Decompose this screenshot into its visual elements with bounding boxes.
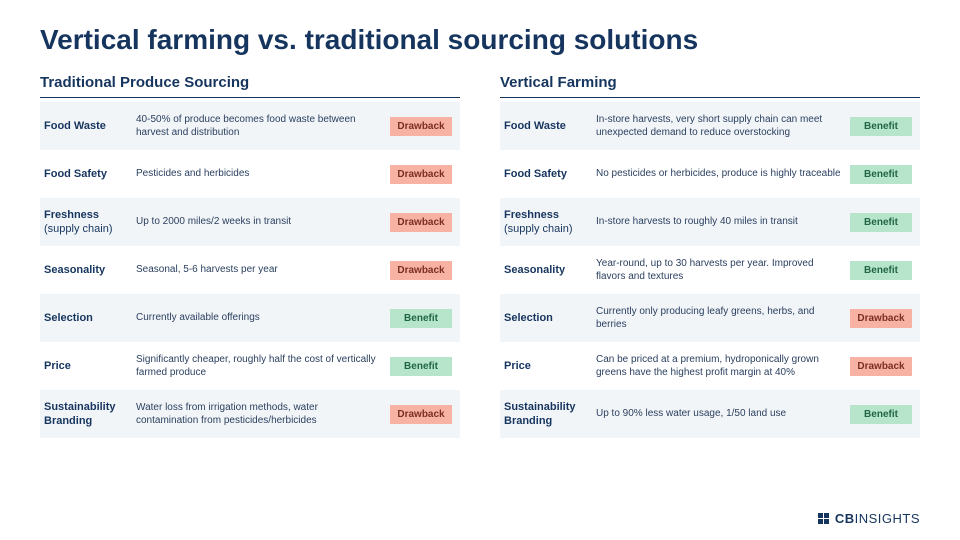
left-rows: Food Waste 40-50% of produce becomes food…	[40, 102, 460, 438]
row-label-text: Seasonality	[504, 264, 565, 276]
table-row: Food Safety No pesticides or herbicides, …	[500, 150, 920, 198]
table-row: Food Waste 40-50% of produce becomes food…	[40, 102, 460, 150]
row-label-text: Selection	[44, 312, 93, 324]
row-description: Water loss from irrigation methods, wate…	[136, 401, 390, 428]
drawback-tag: Drawback	[390, 213, 452, 232]
row-description: In-store harvests to roughly 40 miles in…	[596, 215, 850, 229]
row-description: Pesticides and herbicides	[136, 167, 390, 181]
row-label-text: Sustainability Branding	[504, 401, 576, 427]
left-column: Traditional Produce Sourcing Food Waste 4…	[40, 74, 460, 438]
table-row: Selection Currently available offeringsBe…	[40, 294, 460, 342]
row-label-text: Price	[44, 360, 71, 372]
drawback-tag: Drawback	[390, 261, 452, 280]
row-label-text: Food Safety	[44, 168, 107, 180]
table-row: Sustainability Branding Water loss from i…	[40, 390, 460, 438]
footer-brand: CBINSIGHTS	[818, 511, 920, 526]
table-row: Freshness(supply chain)Up to 2000 miles/…	[40, 198, 460, 246]
benefit-tag: Benefit	[850, 117, 912, 136]
row-label-text: Sustainability Branding	[44, 401, 116, 427]
table-row: Freshness(supply chain)In-store harvests…	[500, 198, 920, 246]
right-rows: Food Waste In-store harvests, very short …	[500, 102, 920, 438]
benefit-tag: Benefit	[850, 165, 912, 184]
drawback-tag: Drawback	[390, 165, 452, 184]
row-label: Sustainability Branding	[44, 400, 136, 429]
row-label: Seasonality	[504, 263, 596, 277]
page-title: Vertical farming vs. traditional sourcin…	[40, 24, 920, 56]
table-row: Food Waste In-store harvests, very short …	[500, 102, 920, 150]
benefit-tag: Benefit	[390, 309, 452, 328]
row-label: Selection	[44, 311, 136, 325]
row-description: 40-50% of produce becomes food waste bet…	[136, 113, 390, 140]
row-label: Freshness(supply chain)	[44, 208, 136, 237]
row-description: In-store harvests, very short supply cha…	[596, 113, 850, 140]
drawback-tag: Drawback	[850, 357, 912, 376]
row-description: Can be priced at a premium, hydroponical…	[596, 353, 850, 380]
table-row: Price Can be priced at a premium, hydropo…	[500, 342, 920, 390]
row-description: Currently only producing leafy greens, h…	[596, 305, 850, 332]
page: Vertical farming vs. traditional sourcin…	[0, 0, 960, 540]
brand-text: CBINSIGHTS	[835, 511, 920, 526]
row-label-text: Freshness	[504, 209, 559, 221]
row-label: Price	[504, 359, 596, 373]
benefit-tag: Benefit	[850, 405, 912, 424]
brand-logo-icon	[818, 513, 829, 524]
benefit-tag: Benefit	[850, 213, 912, 232]
table-row: Selection Currently only producing leafy …	[500, 294, 920, 342]
row-description: Year-round, up to 30 harvests per year. …	[596, 257, 850, 284]
brand-bold: CB	[835, 511, 855, 526]
benefit-tag: Benefit	[850, 261, 912, 280]
row-label: Selection	[504, 311, 596, 325]
right-column: Vertical Farming Food Waste In-store harv…	[500, 74, 920, 438]
drawback-tag: Drawback	[390, 117, 452, 136]
row-label: Freshness(supply chain)	[504, 208, 596, 237]
row-label-text: Food Waste	[504, 120, 566, 132]
row-label-sub: (supply chain)	[504, 222, 590, 236]
row-description: Seasonal, 5-6 harvests per year	[136, 263, 390, 277]
row-label-text: Freshness	[44, 209, 99, 221]
row-description: Significantly cheaper, roughly half the …	[136, 353, 390, 380]
benefit-tag: Benefit	[390, 357, 452, 376]
right-column-title: Vertical Farming	[500, 74, 920, 98]
row-description: No pesticides or herbicides, produce is …	[596, 167, 850, 181]
drawback-tag: Drawback	[390, 405, 452, 424]
left-column-title: Traditional Produce Sourcing	[40, 74, 460, 98]
row-label-text: Selection	[504, 312, 553, 324]
brand-rest: INSIGHTS	[855, 511, 920, 526]
table-row: Seasonality Seasonal, 5-6 harvests per ye…	[40, 246, 460, 294]
row-label-text: Price	[504, 360, 531, 372]
table-row: Seasonality Year-round, up to 30 harvests…	[500, 246, 920, 294]
table-row: Food Safety Pesticides and herbicidesDraw…	[40, 150, 460, 198]
row-description: Up to 2000 miles/2 weeks in transit	[136, 215, 390, 229]
row-label-text: Seasonality	[44, 264, 105, 276]
table-row: Sustainability Branding Up to 90% less wa…	[500, 390, 920, 438]
drawback-tag: Drawback	[850, 309, 912, 328]
row-label: Food Safety	[44, 167, 136, 181]
row-description: Currently available offerings	[136, 311, 390, 325]
row-label: Seasonality	[44, 263, 136, 277]
table-row: Price Significantly cheaper, roughly half…	[40, 342, 460, 390]
row-label: Price	[44, 359, 136, 373]
row-label: Food Waste	[44, 119, 136, 133]
row-label-text: Food Waste	[44, 120, 106, 132]
row-label: Food Safety	[504, 167, 596, 181]
row-label: Sustainability Branding	[504, 400, 596, 429]
row-description: Up to 90% less water usage, 1/50 land us…	[596, 407, 850, 421]
row-label-text: Food Safety	[504, 168, 567, 180]
row-label-sub: (supply chain)	[44, 222, 130, 236]
row-label: Food Waste	[504, 119, 596, 133]
comparison-columns: Traditional Produce Sourcing Food Waste 4…	[40, 74, 920, 438]
